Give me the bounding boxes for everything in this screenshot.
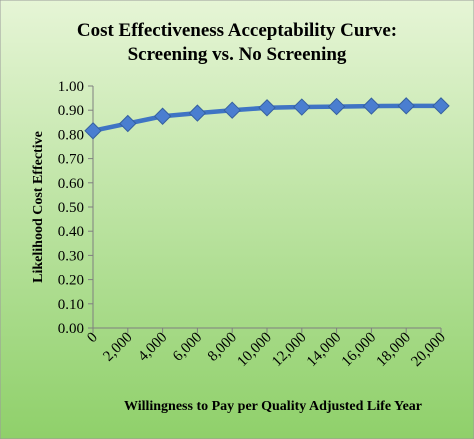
data-point-marker xyxy=(84,122,102,140)
y-tick-label: 0.30 xyxy=(58,248,84,264)
data-point-marker xyxy=(293,98,311,116)
chart-title-line-1: Cost Effectiveness Acceptability Curve: xyxy=(77,20,397,41)
data-point-marker xyxy=(188,104,207,122)
y-tick-label: 0.50 xyxy=(58,200,84,216)
data-point-marker xyxy=(119,114,137,133)
y-tick-label: 0.10 xyxy=(58,297,84,313)
data-point-marker xyxy=(258,99,276,117)
x-axis-title: Willingness to Pay per Quality Adjusted … xyxy=(124,399,422,414)
data-point-marker xyxy=(327,97,346,116)
data-point-marker xyxy=(223,101,241,119)
y-tick-label: 0.60 xyxy=(58,176,84,192)
chart-title-line-2: Screening vs. No Screening xyxy=(128,44,347,65)
y-tick-label: 0.90 xyxy=(58,103,84,119)
y-tick-label: 0.80 xyxy=(58,127,84,143)
series xyxy=(84,97,450,140)
y-tick-label: 1.00 xyxy=(58,79,84,95)
y-tick-label: 0.40 xyxy=(58,224,84,240)
y-tick-label: 0.20 xyxy=(58,273,84,289)
data-point-marker xyxy=(432,97,450,115)
y-tick-label: 0.70 xyxy=(58,152,84,168)
y-axis-title: Likelihood Cost Effective xyxy=(31,131,46,283)
data-point-marker xyxy=(362,97,381,115)
y-axis: 0.00 0.10 0.20 0.30 0.40 0.50 0.60 0.70 0.80 0.90… xyxy=(58,79,94,337)
y-tick-label: 0.00 xyxy=(58,321,84,337)
data-point-marker xyxy=(153,107,172,125)
data-point-marker xyxy=(397,97,415,115)
